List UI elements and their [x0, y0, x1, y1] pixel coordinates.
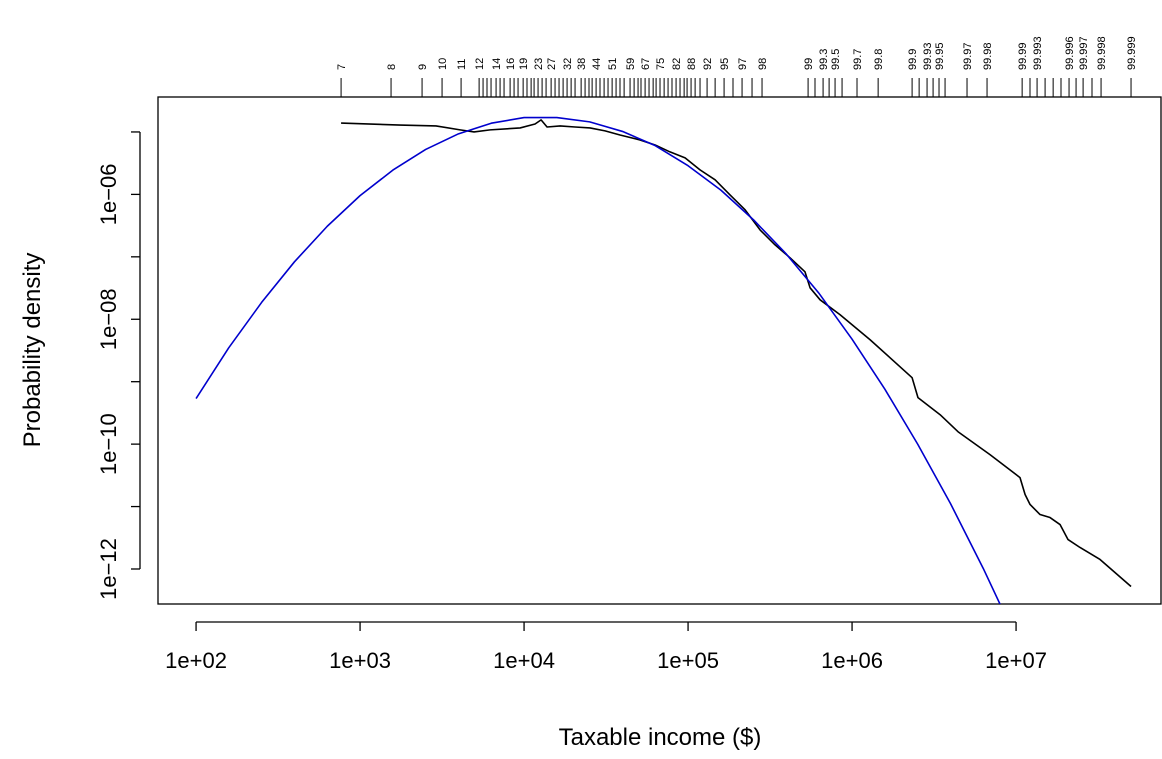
x2-tick-label: 99.3: [818, 49, 830, 70]
x2-tick-label: 11: [456, 59, 468, 70]
x2-tick-label: 99.996: [1064, 36, 1076, 70]
x-axis-title: Taxable income ($): [559, 724, 762, 751]
x2-tick-label: 92: [702, 58, 714, 70]
x2-tick-label: 97: [737, 58, 749, 70]
x2-tick-label: 99.997: [1078, 36, 1090, 70]
x-tick-label: 1e+03: [329, 648, 391, 673]
plot-area: [195, 116, 1132, 604]
x2-tick-label: 99.8: [873, 49, 885, 70]
x-tick-label: 1e+06: [821, 648, 883, 673]
x2-tick-label: 9: [417, 64, 429, 70]
x2-tick-label: 99.99: [1017, 42, 1029, 70]
plot-box: [157, 96, 1162, 605]
series-line: [195, 116, 1001, 604]
y-tick-label: 1e−06: [96, 163, 121, 225]
x2-tick-label: 99: [803, 58, 815, 70]
x2-tick-label: 99.998: [1096, 36, 1108, 70]
x2-tick-label: 82: [671, 58, 683, 70]
x2-tick-label: 99.95: [934, 42, 946, 70]
x2-tick-label: 67: [640, 58, 652, 70]
x2-tick-label: 10: [437, 58, 449, 70]
x2-tick-label: 23: [533, 58, 545, 70]
series-line: [341, 119, 1132, 588]
x2-tick-label: 95: [719, 58, 731, 70]
x2-tick-label: 7: [336, 64, 348, 70]
x2-tick-label: 99.93: [922, 42, 934, 70]
x2-tick-label: 99.98: [982, 42, 994, 70]
x2-tick-label: 44: [591, 58, 603, 70]
x2-tick-label: 59: [625, 58, 637, 70]
y-tick-label: 1e−08: [96, 288, 121, 350]
x2-tick-label: 12: [474, 58, 486, 70]
x-tick-label: 1e+07: [985, 648, 1047, 673]
x2-tick-label: 99.9: [907, 49, 919, 70]
x2-tick-label: 99.5: [830, 49, 842, 70]
y-axis-title: Probability density: [19, 253, 46, 448]
x2-tick-label: 88: [686, 58, 698, 70]
x2-tick-label: 75: [655, 58, 667, 70]
x2-tick-label: 16: [505, 58, 517, 70]
x2-tick-label: 99.7: [852, 49, 864, 70]
x-tick-label: 1e+04: [493, 648, 555, 673]
x2-tick-label: 14: [491, 58, 503, 70]
x2-tick-label: 99.999: [1126, 36, 1138, 70]
x2-tick-label: 51: [607, 58, 619, 70]
x2-tick-label: 99.97: [962, 42, 974, 70]
y-tick-label: 1e−12: [96, 538, 121, 600]
x2-tick-label: 19: [518, 58, 530, 70]
x2-tick-label: 8: [386, 64, 398, 70]
x2-tick-label: 38: [576, 58, 588, 70]
x-tick-label: 1e+02: [165, 648, 227, 673]
y-tick-label: 1e−10: [96, 413, 121, 475]
x2-tick-label: 27: [546, 58, 558, 70]
x2-tick-label: 32: [562, 58, 574, 70]
x2-tick-label: 99.993: [1032, 36, 1044, 70]
x2-tick-label: 98: [757, 58, 769, 70]
x-tick-label: 1e+05: [657, 648, 719, 673]
